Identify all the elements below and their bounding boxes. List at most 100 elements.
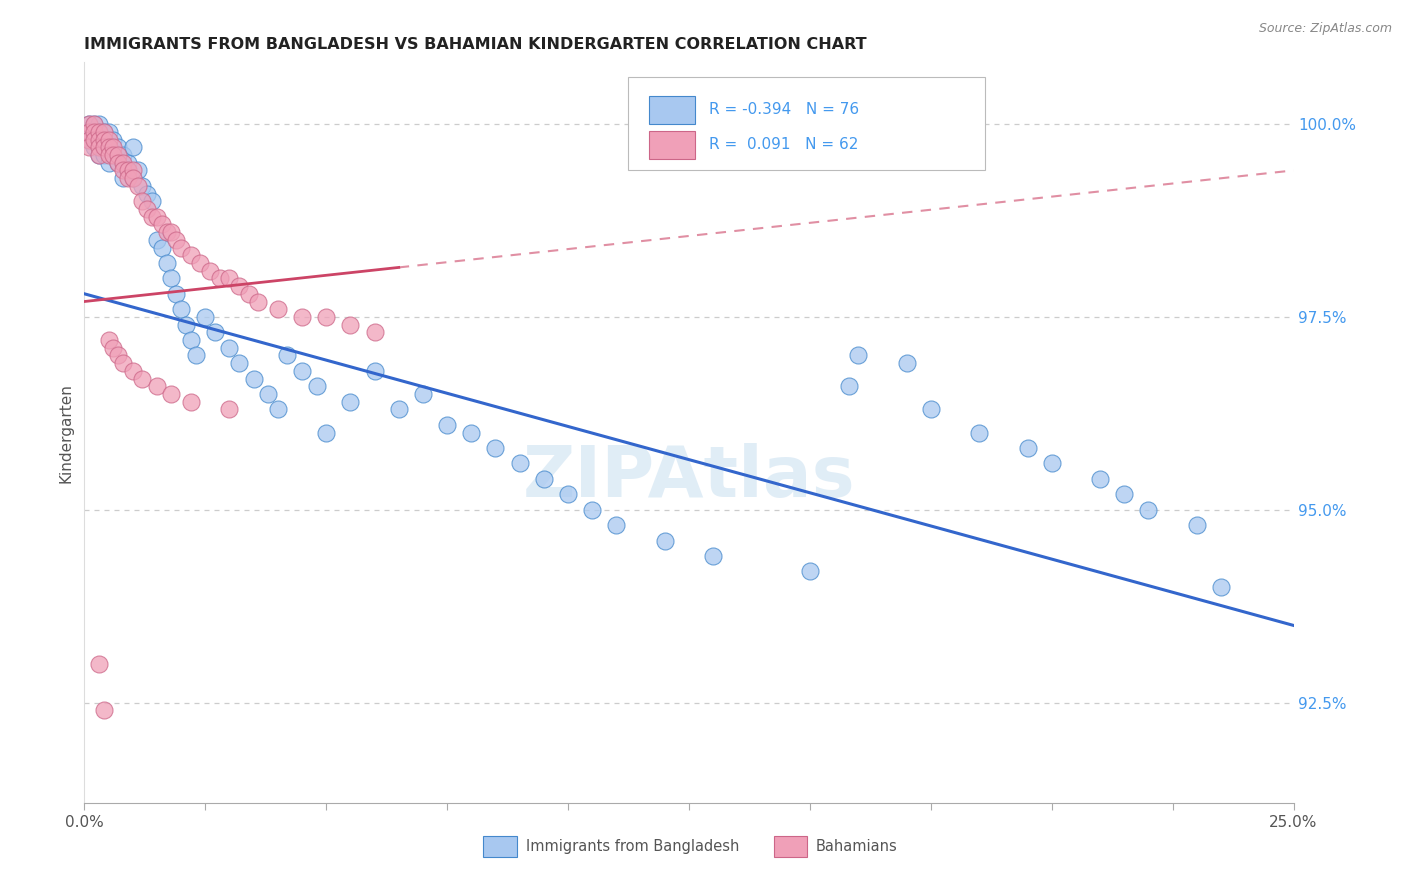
- Bar: [484, 836, 517, 857]
- Point: [170, 302, 193, 317]
- Point: [83, 132, 105, 146]
- Point: [77, 125, 100, 139]
- Point: [93, 132, 115, 146]
- Point: [77, 117, 100, 131]
- Point: [204, 326, 226, 340]
- Point: [174, 318, 197, 332]
- Text: Immigrants from Bangladesh: Immigrants from Bangladesh: [526, 839, 740, 854]
- Point: [87, 117, 110, 131]
- Point: [77, 132, 100, 146]
- Point: [87, 125, 110, 139]
- Point: [107, 349, 129, 363]
- Point: [165, 233, 187, 247]
- Point: [509, 457, 531, 471]
- Point: [121, 171, 143, 186]
- Point: [846, 349, 869, 363]
- Point: [363, 326, 385, 340]
- Point: [127, 178, 149, 193]
- Point: [103, 132, 125, 146]
- Point: [117, 171, 139, 186]
- Point: [257, 387, 280, 401]
- Point: [484, 441, 506, 455]
- Point: [799, 565, 821, 579]
- Point: [557, 487, 579, 501]
- Point: [131, 371, 153, 385]
- Point: [93, 148, 115, 162]
- Point: [654, 533, 676, 548]
- Point: [1185, 518, 1208, 533]
- Point: [1040, 457, 1063, 471]
- Point: [247, 294, 270, 309]
- Point: [388, 402, 411, 417]
- Point: [180, 394, 202, 409]
- Point: [581, 502, 603, 516]
- Text: R = -0.394   N = 76: R = -0.394 N = 76: [710, 102, 859, 117]
- Point: [194, 310, 217, 324]
- Point: [83, 117, 105, 131]
- Point: [180, 248, 202, 262]
- Point: [93, 125, 115, 139]
- Point: [93, 703, 115, 717]
- Point: [198, 263, 221, 277]
- Point: [267, 302, 290, 317]
- Point: [218, 271, 240, 285]
- Point: [165, 286, 187, 301]
- Point: [77, 125, 100, 139]
- Point: [112, 148, 135, 162]
- Point: [1209, 580, 1232, 594]
- Point: [121, 140, 143, 154]
- Point: [112, 171, 135, 186]
- Point: [190, 256, 212, 270]
- Point: [83, 125, 105, 139]
- Point: [141, 210, 163, 224]
- Point: [146, 210, 169, 224]
- Point: [160, 225, 183, 239]
- Point: [107, 155, 129, 169]
- Point: [896, 356, 918, 370]
- Point: [131, 194, 153, 209]
- Point: [436, 417, 458, 432]
- Point: [339, 318, 361, 332]
- Point: [363, 364, 385, 378]
- Point: [208, 271, 231, 285]
- Text: IMMIGRANTS FROM BANGLADESH VS BAHAMIAN KINDERGARTEN CORRELATION CHART: IMMIGRANTS FROM BANGLADESH VS BAHAMIAN K…: [84, 37, 868, 52]
- Point: [97, 125, 120, 139]
- Point: [242, 371, 264, 385]
- Point: [97, 140, 120, 154]
- Point: [87, 132, 110, 146]
- Point: [93, 140, 115, 154]
- Point: [1017, 441, 1039, 455]
- Point: [121, 364, 143, 378]
- Point: [339, 394, 361, 409]
- Point: [127, 163, 149, 178]
- Point: [920, 402, 942, 417]
- Point: [150, 218, 173, 232]
- Point: [112, 356, 135, 370]
- Bar: [650, 131, 695, 160]
- Point: [83, 140, 105, 154]
- Point: [146, 379, 169, 393]
- Point: [228, 279, 250, 293]
- Point: [131, 178, 153, 193]
- Point: [180, 333, 202, 347]
- Point: [87, 148, 110, 162]
- Text: ZIPAtlas: ZIPAtlas: [523, 442, 855, 511]
- Point: [184, 349, 207, 363]
- Point: [605, 518, 627, 533]
- Point: [121, 171, 143, 186]
- Point: [87, 148, 110, 162]
- Point: [121, 163, 143, 178]
- Point: [291, 310, 314, 324]
- Point: [141, 194, 163, 209]
- Text: Source: ZipAtlas.com: Source: ZipAtlas.com: [1258, 22, 1392, 36]
- Point: [93, 125, 115, 139]
- Point: [160, 271, 183, 285]
- Point: [460, 425, 482, 440]
- Point: [136, 186, 159, 201]
- Text: Bahamians: Bahamians: [815, 839, 897, 854]
- Point: [107, 155, 129, 169]
- Point: [97, 155, 120, 169]
- Point: [77, 117, 100, 131]
- Point: [315, 310, 337, 324]
- Point: [117, 163, 139, 178]
